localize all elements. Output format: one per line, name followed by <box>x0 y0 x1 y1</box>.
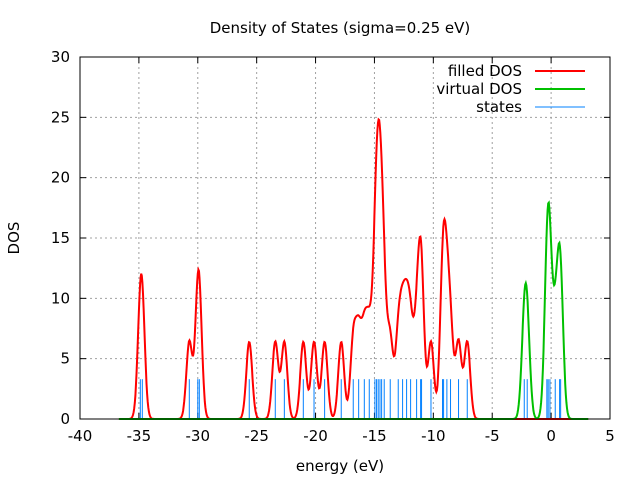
y-tick-label: 30 <box>51 48 70 66</box>
x-tick-label: -20 <box>303 427 328 445</box>
y-tick-label: 25 <box>51 108 70 126</box>
chart-title: Density of States (sigma=0.25 eV) <box>210 19 471 37</box>
x-tick-label: -40 <box>68 427 93 445</box>
x-tick-label: -10 <box>421 427 446 445</box>
x-axis-label: energy (eV) <box>296 457 384 475</box>
x-tick-label: -5 <box>485 427 500 445</box>
x-tick-label: -35 <box>127 427 152 445</box>
legend: filled DOS virtual DOS states <box>436 62 585 116</box>
legend-label-states: states <box>476 98 522 116</box>
legend-label-filled-dos: filled DOS <box>448 62 522 80</box>
plot-border <box>79 56 611 420</box>
x-tick-label: -15 <box>362 427 387 445</box>
y-tick-label: 10 <box>51 289 70 307</box>
x-tick-label: 5 <box>605 427 615 445</box>
x-tick-label: -30 <box>186 427 211 445</box>
y-axis-label: DOS <box>5 222 23 255</box>
y-tick-label: 15 <box>51 229 70 247</box>
x-tick-label: -25 <box>244 427 269 445</box>
state-sticks <box>139 379 562 419</box>
y-tick-label: 20 <box>51 169 70 187</box>
x-tick-label: 0 <box>546 427 556 445</box>
legend-label-virtual-dos: virtual DOS <box>436 80 522 98</box>
grid <box>80 57 610 419</box>
y-tick-label: 5 <box>60 350 70 368</box>
y-tick-label: 0 <box>60 410 70 428</box>
axis-ticks: -40 -35 -30 -25 -20 -15 -10 -5 0 5 0 5 10 15 20 25 30 <box>51 48 615 445</box>
